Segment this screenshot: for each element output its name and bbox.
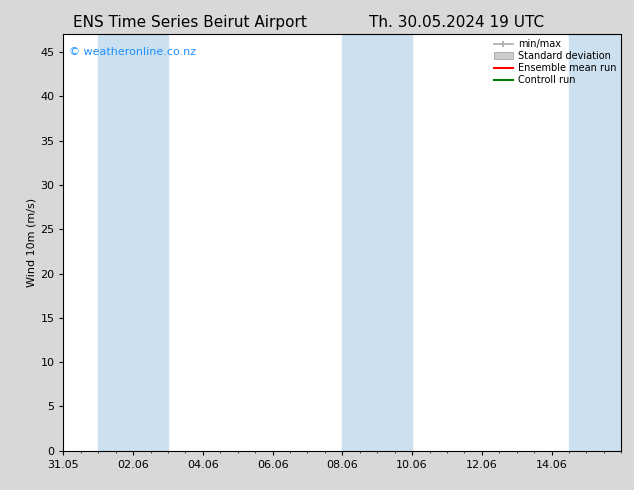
- Bar: [98, 34, 168, 451]
- Y-axis label: Wind 10m (m/s): Wind 10m (m/s): [26, 198, 36, 287]
- Bar: [569, 34, 621, 451]
- Text: Th. 30.05.2024 19 UTC: Th. 30.05.2024 19 UTC: [369, 15, 544, 30]
- Text: © weatheronline.co.nz: © weatheronline.co.nz: [69, 47, 196, 57]
- Legend: min/max, Standard deviation, Ensemble mean run, Controll run: min/max, Standard deviation, Ensemble me…: [492, 37, 618, 87]
- Bar: [342, 34, 412, 451]
- Text: ENS Time Series Beirut Airport: ENS Time Series Beirut Airport: [74, 15, 307, 30]
